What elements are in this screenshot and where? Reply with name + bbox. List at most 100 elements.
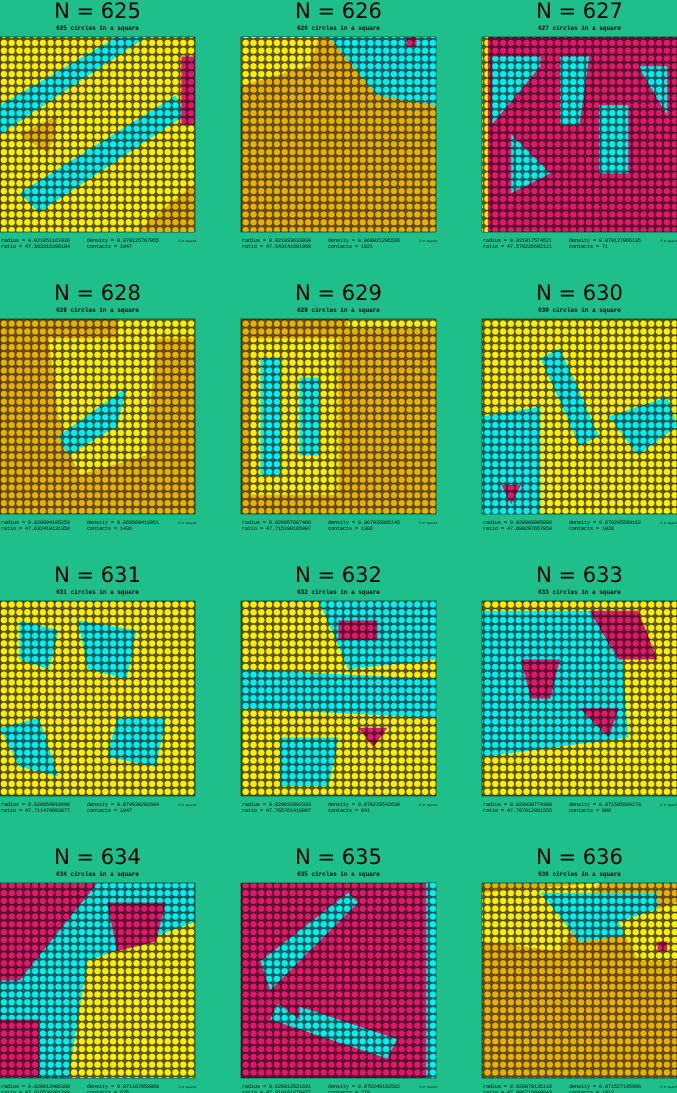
radius-line: radius = 0.020957687466 xyxy=(242,520,311,526)
circle-region xyxy=(241,37,319,86)
radius-line: radius = 0.021017574521 xyxy=(483,238,552,244)
circle-region xyxy=(260,990,300,1020)
density-line: density = 0.869560416951 xyxy=(87,520,159,526)
ratio-line: ratio = 47.543141691960 xyxy=(242,244,311,250)
ratio-line: ratio = 47.579226692121 xyxy=(483,244,552,250)
circle-region xyxy=(406,37,417,47)
radius-line: radius = 0.020913486388 xyxy=(1,1084,70,1090)
circle-region xyxy=(181,56,195,125)
circle-region xyxy=(358,727,388,748)
density-line: density = 0.871505669270 xyxy=(569,802,641,808)
circle-region xyxy=(0,37,147,135)
credit: © E. Specht xyxy=(178,239,197,243)
radius-line: radius = 0.020954910696 xyxy=(1,802,70,808)
circle-region xyxy=(0,718,59,777)
radius-line: radius = 0.020870135110 xyxy=(483,1084,552,1090)
panel-title: N = 635 xyxy=(295,845,382,869)
credit: © E. Specht xyxy=(419,1085,438,1089)
panel-title: N = 630 xyxy=(536,281,623,305)
circle-region xyxy=(299,377,319,456)
panel-title: N = 626 xyxy=(295,0,382,23)
credit: © E. Specht xyxy=(419,803,438,807)
circle-region xyxy=(0,1019,39,1078)
circle-region xyxy=(608,397,677,456)
ratio-line: ratio = 47.765761416897 xyxy=(242,808,311,814)
panel-title: N = 636 xyxy=(536,845,623,869)
contacts-line: contacts = 270 xyxy=(328,1090,370,1093)
panel-subtitle: 631 circles in a square xyxy=(56,589,139,596)
credit: © E. Specht xyxy=(660,521,677,525)
contacts-line: contacts = 1302 xyxy=(328,526,373,532)
panel-subtitle: 636 circles in a square xyxy=(538,871,621,878)
circle-region xyxy=(511,134,551,193)
circle-region xyxy=(241,669,436,718)
density-line: density = 0.869921295566 xyxy=(328,238,400,244)
panel-subtitle: 629 circles in a square xyxy=(297,307,380,314)
density-line: density = 0.871527165996 xyxy=(569,1084,641,1090)
density-line: density = 0.870229542639 xyxy=(328,802,400,808)
ratio-line: ratio = 47.632418131356 xyxy=(1,526,70,532)
circle-region xyxy=(280,737,339,787)
radius-line: radius = 0.021033633930 xyxy=(242,238,311,244)
contacts-line: contacts = 1912 xyxy=(569,1090,614,1093)
panel-title: N = 627 xyxy=(536,0,623,23)
circle-region xyxy=(501,484,521,505)
circle-region xyxy=(521,659,560,699)
circle-region xyxy=(270,1000,397,1059)
panel-subtitle: 627 circles in a square xyxy=(538,25,621,32)
panel-subtitle: 625 circles in a square xyxy=(56,25,139,32)
panel-title: N = 631 xyxy=(54,563,141,587)
circle-region xyxy=(328,37,436,106)
ratio-line: ratio = 47.715190165987 xyxy=(242,526,311,532)
radius-line: radius = 0.020994105259 xyxy=(1,520,70,526)
credit: © E. Specht xyxy=(178,1085,197,1089)
circle-region xyxy=(19,115,59,154)
contacts-line: contacts = 1047 xyxy=(87,244,132,250)
panel-subtitle: 628 circles in a square xyxy=(56,307,139,314)
panel-subtitle: 630 circles in a square xyxy=(538,307,621,314)
circle-region xyxy=(260,358,280,475)
density-line: density = 0.870295590162 xyxy=(569,520,641,526)
panel-subtitle: 634 circles in a square xyxy=(56,871,139,878)
panel-subtitle: 635 circles in a square xyxy=(297,871,380,878)
panel-title: N = 625 xyxy=(54,0,141,23)
contacts-line: contacts = 71 xyxy=(569,244,608,250)
credit: © E. Specht xyxy=(660,1085,677,1089)
circle-region xyxy=(338,620,378,640)
circle-region xyxy=(19,620,59,670)
circle-region xyxy=(348,319,436,329)
contacts-line: contacts = 1021 xyxy=(328,244,373,250)
radius-line: radius = 0.020960905886 xyxy=(483,520,552,526)
panel-title: N = 633 xyxy=(536,563,623,587)
credit: © E. Specht xyxy=(660,239,677,243)
circle-region xyxy=(117,319,195,339)
density-line: density = 0.870249162562 xyxy=(328,1084,400,1090)
credit: © E. Specht xyxy=(178,803,197,807)
density-line: density = 0.871167958868 xyxy=(87,1084,159,1090)
circle-region xyxy=(78,620,137,679)
credit: © E. Specht xyxy=(660,803,677,807)
circle-region xyxy=(579,708,619,738)
contacts-line: contacts = 1047 xyxy=(87,808,132,814)
panel-subtitle: 633 circles in a square xyxy=(538,589,621,596)
circle-region xyxy=(589,610,658,660)
contacts-line: contacts = 1436 xyxy=(87,526,132,532)
circle-region xyxy=(68,922,195,1078)
circle-region xyxy=(136,183,195,232)
circle-region xyxy=(426,883,436,1078)
ratio-line: ratio = 47.699297657858 xyxy=(483,526,552,532)
radius-line: radius = 0.021051161936 xyxy=(1,238,70,244)
radius-line: radius = 0.020912621631 xyxy=(242,1084,311,1090)
density-line: density = 0.870127066135 xyxy=(569,238,641,244)
circle-region xyxy=(540,348,599,446)
circle-region xyxy=(19,95,186,213)
ratio-line: ratio = 47.767612901555 xyxy=(483,808,552,814)
density-line: density = 0.870830282694 xyxy=(87,802,159,808)
circle-region xyxy=(482,37,488,232)
ratio-line: ratio = 47.819101670477 xyxy=(242,1090,311,1093)
radius-line: radius = 0.020932802333 xyxy=(242,802,311,808)
ratio-line: ratio = 47.816539301289 xyxy=(1,1090,70,1093)
panel-subtitle: 632 circles in a square xyxy=(297,589,380,596)
panel-title: N = 634 xyxy=(54,845,141,869)
